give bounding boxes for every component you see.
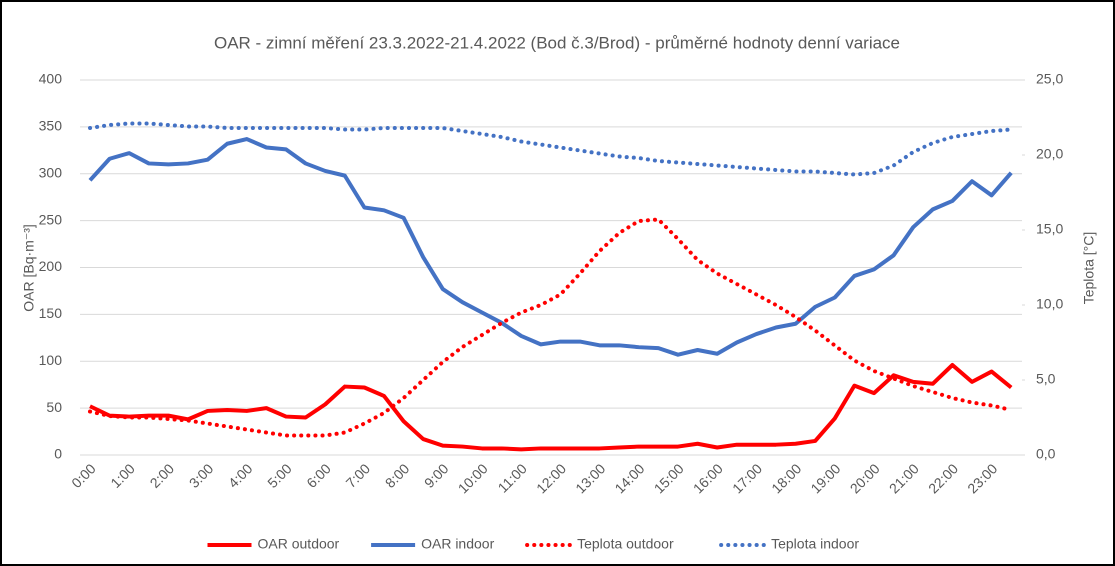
y-tick-label: 300 (39, 164, 63, 180)
y2-tick-label: 10,0 (1036, 296, 1063, 312)
y2-tick-label: 5,0 (1036, 371, 1056, 387)
y-tick-label: 350 (39, 118, 63, 134)
y2-tick-label: 25,0 (1036, 71, 1063, 87)
y-tick-label: 100 (39, 352, 63, 368)
y2-axis-label: Teplota [°C] (1081, 232, 1097, 305)
y-tick-label: 400 (39, 71, 63, 87)
chart-title: OAR - zimní měření 23.3.2022-21.4.2022 (… (214, 33, 900, 52)
series-line (89, 363, 1013, 452)
legend-label: OAR outdoor (258, 536, 340, 552)
y-tick-label: 200 (39, 258, 63, 274)
legend-label: OAR indoor (421, 536, 494, 552)
y-axis-label: OAR [Bq·m⁻³] (21, 224, 37, 312)
series-line (88, 137, 1013, 357)
series-line (88, 217, 1014, 438)
y-tick-label: 50 (46, 399, 62, 415)
y-tick-label: 0 (54, 446, 62, 462)
y-tick-label: 150 (39, 305, 63, 321)
y2-tick-label: 15,0 (1036, 221, 1063, 237)
series-line (88, 121, 1014, 177)
y2-tick-label: 20,0 (1036, 146, 1063, 162)
y2-tick-label: 0,0 (1036, 446, 1056, 462)
legend-label: Teplota indoor (771, 536, 859, 552)
y-tick-label: 250 (39, 211, 63, 227)
legend-label: Teplota outdoor (577, 536, 674, 552)
